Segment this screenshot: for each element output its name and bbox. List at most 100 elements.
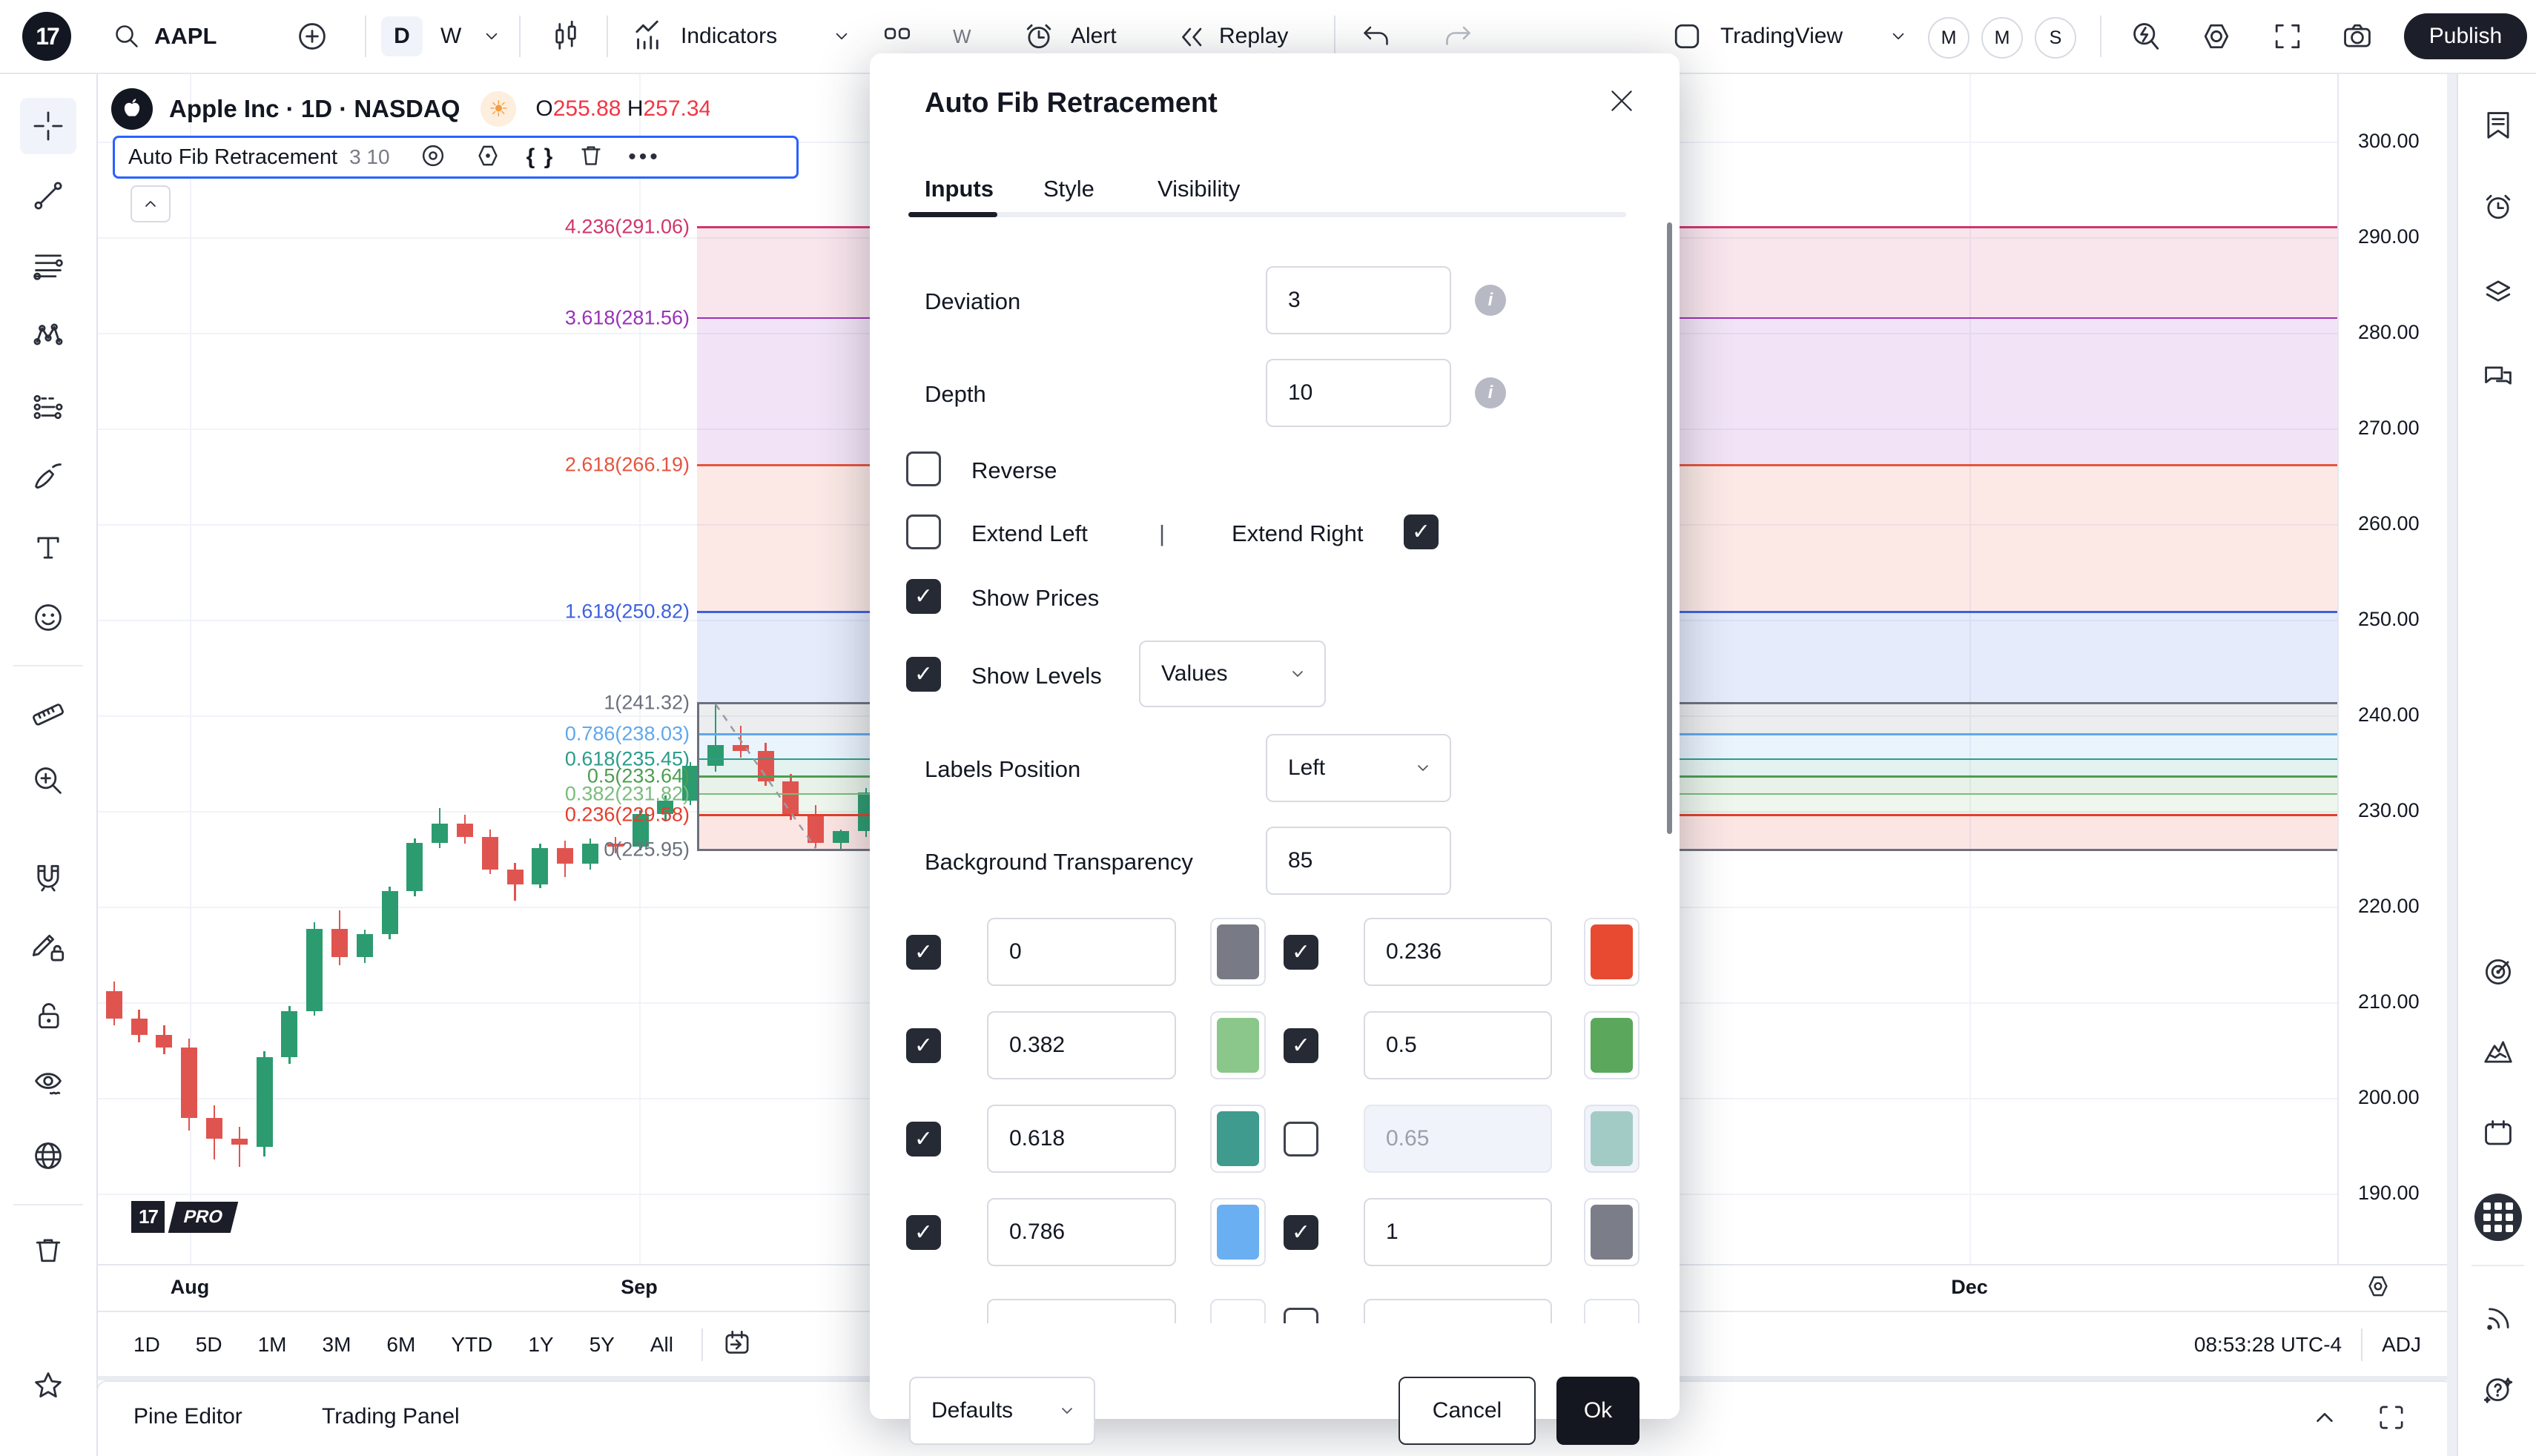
level-color-swatch[interactable]: [1584, 1105, 1640, 1173]
level-checkbox[interactable]: ✓: [906, 1215, 941, 1250]
legend-hide-eye-icon[interactable]: [418, 141, 448, 174]
pattern-xabcd-tool-icon[interactable]: [31, 317, 65, 355]
range-button-3m[interactable]: 3M: [322, 1333, 351, 1356]
replay-button[interactable]: Replay: [1219, 24, 1289, 48]
level-value-input[interactable]: 0.5: [1364, 1011, 1552, 1079]
range-button-1d[interactable]: 1D: [133, 1333, 160, 1356]
range-button-ytd[interactable]: YTD: [451, 1333, 493, 1356]
level-checkbox[interactable]: [1284, 1122, 1318, 1156]
legend-title[interactable]: Auto Fib Retracement: [128, 145, 338, 169]
indicators-button[interactable]: Indicators: [681, 24, 778, 48]
extend-right-checkbox[interactable]: ✓: [1404, 514, 1439, 549]
price-axis[interactable]: 300.00 290.00 280.00 270.00 260.00 250.00 240.…: [2337, 73, 2449, 1264]
level-value-input[interactable]: 0.618: [987, 1105, 1176, 1173]
dialog-close-icon[interactable]: [1605, 85, 1638, 121]
adj-toggle[interactable]: ADJ: [2382, 1333, 2421, 1356]
legend-source-code-icon[interactable]: { }: [526, 145, 555, 169]
text-tool-icon[interactable]: [31, 531, 65, 569]
undo-icon[interactable]: [1361, 21, 1393, 56]
level-checkbox[interactable]: ✓: [1284, 1028, 1318, 1063]
level-value-input[interactable]: 0.786: [987, 1198, 1176, 1266]
goto-date-icon[interactable]: [721, 1327, 753, 1363]
alerts-clock-icon[interactable]: [2481, 190, 2515, 228]
symbol-search-button[interactable]: AAPL: [154, 23, 217, 49]
layout-selector-button[interactable]: TradingView: [1720, 24, 1843, 48]
screener-radar-icon[interactable]: [2481, 955, 2515, 993]
drawing-edit-lock-icon[interactable]: [31, 930, 65, 967]
fib-retracement-tool-icon[interactable]: [31, 248, 65, 286]
help-icon[interactable]: [2481, 1371, 2515, 1409]
tab-visibility[interactable]: Visibility: [1158, 176, 1241, 202]
pine-pyramid-icon[interactable]: [2481, 1035, 2515, 1073]
level-checkbox[interactable]: ✓: [906, 1028, 941, 1063]
range-button-5d[interactable]: 5D: [195, 1333, 222, 1356]
brush-tool-icon[interactable]: [31, 460, 65, 497]
show-levels-checkbox[interactable]: ✓: [906, 657, 941, 692]
level-value-input[interactable]: 0: [987, 918, 1176, 986]
layout-chevron-down-icon[interactable]: [1887, 25, 1909, 51]
apps-grid-icon[interactable]: [2474, 1194, 2522, 1241]
interval-chevron-down-icon[interactable]: [481, 25, 503, 51]
measure-ruler-icon[interactable]: [31, 694, 65, 732]
time-axis-settings-gear-icon[interactable]: [2363, 1271, 2393, 1305]
tab-inputs[interactable]: Inputs: [925, 176, 994, 202]
pine-editor-tab[interactable]: Pine Editor: [133, 1404, 242, 1429]
level-checkbox[interactable]: ✓: [1284, 935, 1318, 970]
alert-button[interactable]: Alert: [1071, 24, 1117, 48]
object-tree-layers-icon[interactable]: [2481, 274, 2515, 312]
compare-add-icon[interactable]: [295, 19, 329, 57]
level-value-input[interactable]: 0.236: [1364, 918, 1552, 986]
deviation-input[interactable]: 3: [1266, 266, 1451, 334]
fullscreen-icon[interactable]: [2271, 19, 2305, 57]
calendar-icon[interactable]: [2481, 1116, 2515, 1154]
depth-input[interactable]: 10: [1266, 359, 1451, 427]
data-feed-signal-icon[interactable]: [2481, 1302, 2515, 1340]
trading-panel-tab[interactable]: Trading Panel: [322, 1404, 460, 1429]
trend-line-tool-icon[interactable]: [31, 179, 65, 216]
layout-grid-icon[interactable]: [881, 21, 914, 57]
show-prices-checkbox[interactable]: ✓: [906, 579, 941, 614]
dialog-scrollbar[interactable]: [1667, 222, 1672, 834]
legend-collapse-button[interactable]: [131, 185, 171, 222]
mini-chart-tab[interactable]: W: [953, 25, 971, 47]
background-transparency-input[interactable]: 85: [1266, 827, 1451, 895]
level-checkbox[interactable]: ✓: [906, 1122, 941, 1156]
level-color-swatch[interactable]: [1584, 1011, 1640, 1079]
level-checkbox[interactable]: ✓: [1284, 1215, 1318, 1250]
legend-more-options-icon[interactable]: •••: [628, 145, 661, 169]
avatar[interactable]: M: [1928, 17, 1969, 59]
level-color-swatch[interactable]: [1210, 1011, 1266, 1079]
zoom-in-icon[interactable]: [31, 764, 65, 801]
show-levels-dropdown[interactable]: Values: [1139, 641, 1326, 707]
ok-button[interactable]: Ok: [1556, 1377, 1640, 1445]
level-value-input[interactable]: 1: [1364, 1198, 1552, 1266]
legend-delete-trash-icon[interactable]: [576, 141, 606, 174]
range-button-1y[interactable]: 1Y: [528, 1333, 554, 1356]
range-button-all[interactable]: All: [650, 1333, 673, 1356]
chat-icon[interactable]: [2481, 360, 2515, 398]
publish-button[interactable]: Publish: [2404, 13, 2527, 59]
labels-position-dropdown[interactable]: Left: [1266, 734, 1451, 802]
interval-day-button[interactable]: D: [381, 16, 423, 56]
level-color-swatch[interactable]: [1584, 918, 1640, 986]
indicator-legend-selected[interactable]: Auto Fib Retracement 3 10 { } •••: [113, 136, 799, 179]
redo-icon[interactable]: [1442, 21, 1473, 56]
screenshot-camera-icon[interactable]: [2340, 19, 2374, 57]
extend-left-checkbox[interactable]: [906, 514, 941, 549]
level-color-swatch[interactable]: [1210, 918, 1266, 986]
crosshair-tool-icon[interactable]: [31, 109, 65, 147]
magnet-mode-icon[interactable]: [31, 860, 65, 898]
defaults-dropdown[interactable]: Defaults: [909, 1377, 1095, 1445]
level-color-swatch[interactable]: [1210, 1198, 1266, 1266]
emoji-tool-icon[interactable]: [31, 600, 65, 638]
avatar[interactable]: S: [2035, 17, 2076, 59]
symbol-title[interactable]: Apple Inc · 1D · NASDAQ: [169, 95, 460, 122]
forecast-tool-icon[interactable]: [31, 390, 65, 428]
deviation-info-icon[interactable]: i: [1475, 285, 1506, 316]
settings-hexagon-icon[interactable]: [2199, 19, 2233, 57]
chart-style-candles-icon[interactable]: [549, 19, 583, 57]
panel-chevron-up-icon[interactable]: [2308, 1401, 2341, 1437]
panel-maximize-icon[interactable]: [2375, 1401, 2408, 1437]
lock-all-drawings-icon[interactable]: [31, 999, 65, 1037]
level-value-input[interactable]: 0.65: [1364, 1105, 1552, 1173]
